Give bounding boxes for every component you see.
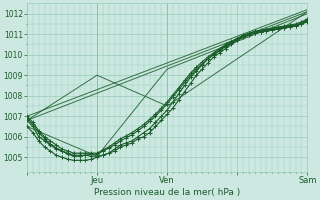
X-axis label: Pression niveau de la mer( hPa ): Pression niveau de la mer( hPa ) (94, 188, 240, 197)
